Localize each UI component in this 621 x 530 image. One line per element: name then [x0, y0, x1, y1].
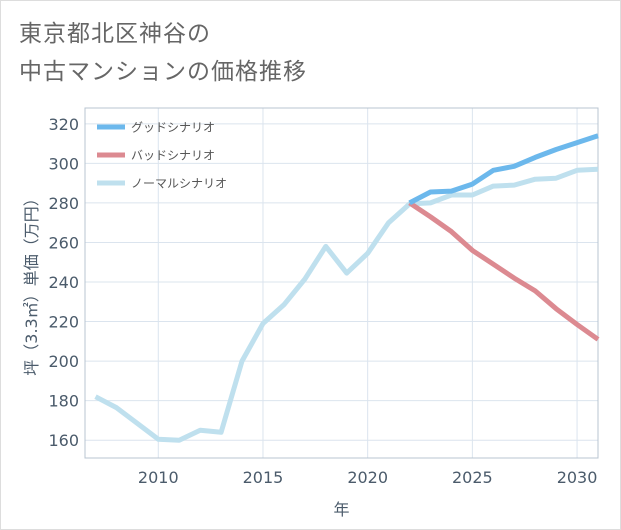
x-tick-label: 2030 — [557, 468, 598, 487]
y-tick-label: 180 — [48, 392, 79, 411]
y-tick-label: 200 — [48, 352, 79, 371]
y-tick-label: 300 — [48, 154, 79, 173]
chart-title: 東京都北区神谷の 中古マンションの価格推移 — [19, 15, 579, 91]
plot-area-border — [84, 107, 599, 459]
y-tick-label: 320 — [48, 115, 79, 134]
x-tick-label: 2025 — [452, 468, 493, 487]
legend-label-1: バッドシナリオ — [131, 149, 215, 163]
grid — [85, 108, 598, 458]
series-line-0 — [408, 133, 599, 206]
y-tick-label: 240 — [48, 273, 79, 292]
legend-label-0: グッドシナリオ — [131, 121, 215, 135]
series-line-1 — [408, 200, 600, 342]
chart-title-line-2: 中古マンションの価格推移 — [19, 59, 307, 85]
series-line-2 — [94, 166, 599, 443]
series-lines — [94, 133, 600, 443]
x-axis-label: 年 — [333, 500, 349, 519]
x-axis-ticks: 2010 2015 2020 2025 2030 — [138, 468, 597, 487]
y-axis-label: 坪（3.3㎡）単価（万円） — [22, 190, 41, 375]
y-tick-label: 280 — [48, 194, 79, 213]
y-axis-ticks: 160 180 200 220 240 260 280 300 320 — [48, 115, 79, 450]
x-tick-label: 2010 — [138, 468, 179, 487]
legend-label-2: ノーマルシナリオ — [131, 177, 227, 191]
y-tick-label: 260 — [48, 233, 79, 252]
y-tick-label: 160 — [48, 431, 79, 450]
y-tick-label: 220 — [48, 313, 79, 332]
x-tick-label: 2020 — [347, 468, 388, 487]
chart-title-line-1: 東京都北区神谷の — [19, 21, 211, 47]
x-tick-label: 2015 — [243, 468, 284, 487]
